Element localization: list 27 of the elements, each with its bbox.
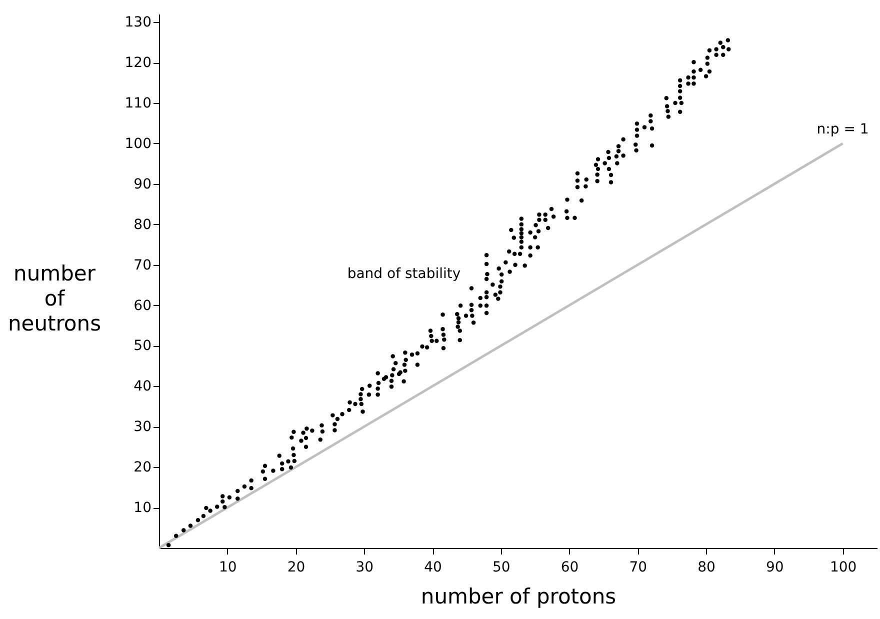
y-tick-label: 50 bbox=[134, 338, 152, 354]
x-tick-label: 100 bbox=[830, 560, 857, 576]
x-tick-label: 30 bbox=[356, 560, 374, 576]
x-tick-label: 90 bbox=[766, 560, 784, 576]
x-axis-title: number of protons bbox=[420, 584, 616, 608]
x-tick-label: 60 bbox=[560, 560, 579, 576]
y-tick-label: 80 bbox=[134, 216, 152, 233]
y-tick-label: 60 bbox=[134, 298, 152, 314]
y-tick-label: 70 bbox=[134, 257, 152, 274]
y-tick-label: 100 bbox=[124, 136, 152, 152]
y-tick-label: 10 bbox=[134, 500, 152, 516]
x-tick-label: 80 bbox=[698, 560, 716, 576]
y-tick-label: 20 bbox=[134, 460, 152, 476]
x-tick-label: 20 bbox=[287, 560, 306, 576]
y-tick-label: 120 bbox=[124, 55, 152, 72]
y-tick-label: 40 bbox=[134, 378, 152, 395]
x-tick-label: 10 bbox=[218, 560, 237, 576]
y-tick-label: 30 bbox=[134, 419, 152, 436]
y-axis-title: number of neutrons bbox=[8, 262, 102, 336]
annotation: band of stability bbox=[347, 266, 461, 282]
x-tick-label: 40 bbox=[424, 560, 442, 576]
y-tick-label: 90 bbox=[134, 176, 152, 192]
x-tick-label: 70 bbox=[629, 560, 648, 576]
y-tick-label: 130 bbox=[124, 14, 152, 31]
series-label: n:p = 1 bbox=[816, 121, 869, 138]
y-tick-label: 110 bbox=[124, 96, 152, 112]
x-tick-label: 50 bbox=[492, 560, 510, 576]
